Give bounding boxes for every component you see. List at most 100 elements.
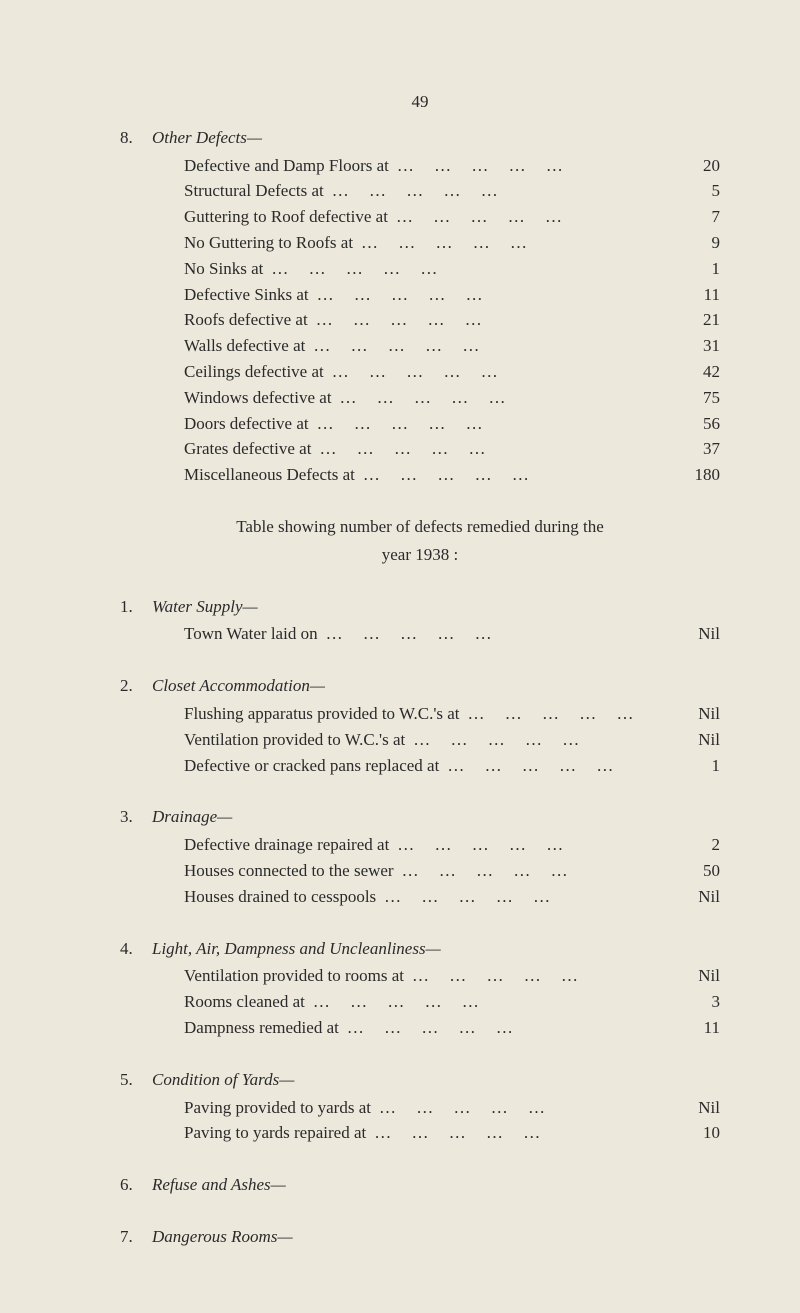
item-value: Nil — [672, 702, 720, 726]
item-row: Town Water laid on… … … … …Nil — [184, 622, 720, 646]
section-header: 3.Drainage— — [120, 805, 720, 829]
dotted-leader: … … … … … — [263, 257, 672, 281]
dotted-leader: … … … … … — [332, 386, 672, 410]
section-header: 7.Dangerous Rooms— — [120, 1225, 720, 1249]
item-label: Paving provided to yards at — [184, 1096, 371, 1120]
item-row: Paving to yards repaired at… … … … …10 — [184, 1121, 720, 1145]
item-row: Houses drained to cesspools… … … … …Nil — [184, 885, 720, 909]
item-label: Defective drainage repaired at — [184, 833, 389, 857]
item-label: Defective or cracked pans replaced at — [184, 754, 439, 778]
item-row: Grates defective at… … … … …37 — [184, 437, 720, 461]
item-value: Nil — [672, 622, 720, 646]
section-title: Condition of Yards— — [152, 1068, 294, 1092]
item-label: Flushing apparatus provided to W.C.'s at — [184, 702, 460, 726]
item-label: Ventilation provided to rooms at — [184, 964, 404, 988]
item-row: Dampness remedied at… … … … …11 — [184, 1016, 720, 1040]
item-label: Rooms cleaned at — [184, 990, 305, 1014]
item-label: Defective and Damp Floors at — [184, 154, 389, 178]
dotted-leader: … … … … … — [389, 154, 672, 178]
item-value: 56 — [672, 412, 720, 436]
dotted-leader: … … … … … — [309, 412, 672, 436]
section-number: 1. — [120, 595, 152, 619]
item-row: Roofs defective at… … … … …21 — [184, 308, 720, 332]
item-value: Nil — [672, 885, 720, 909]
section-title: Closet Accommodation— — [152, 674, 325, 698]
item-label: Ventilation provided to W.C.'s at — [184, 728, 405, 752]
section-header-8: 8. Other Defects— — [120, 126, 720, 150]
item-value: 10 — [672, 1121, 720, 1145]
item-value: 11 — [672, 283, 720, 307]
section-number: 4. — [120, 937, 152, 961]
dotted-leader: … … … … … — [309, 283, 672, 307]
section-number: 5. — [120, 1068, 152, 1092]
item-row: Miscellaneous Defects at… … … … …180 — [184, 463, 720, 487]
item-value: 3 — [672, 990, 720, 1014]
item-label: Grates defective at — [184, 437, 311, 461]
item-row: Walls defective at… … … … …31 — [184, 334, 720, 358]
item-label: Houses drained to cesspools — [184, 885, 376, 909]
dotted-leader: … … … … … — [324, 360, 672, 384]
dotted-leader: … … … … … — [460, 702, 672, 726]
dotted-leader: … … … … … — [311, 437, 672, 461]
item-value: 75 — [672, 386, 720, 410]
item-row: Defective drainage repaired at… … … … …2 — [184, 833, 720, 857]
item-row: Paving provided to yards at… … … … …Nil — [184, 1096, 720, 1120]
item-row: Defective Sinks at… … … … …11 — [184, 283, 720, 307]
dotted-leader: … … … … … — [305, 334, 672, 358]
section-number: 3. — [120, 805, 152, 829]
item-row: Defective or cracked pans replaced at… …… — [184, 754, 720, 778]
item-value: 37 — [672, 437, 720, 461]
item-label: Roofs defective at — [184, 308, 308, 332]
dotted-leader: … … … … … — [305, 990, 672, 1014]
item-value: 21 — [672, 308, 720, 332]
item-value: Nil — [672, 964, 720, 988]
item-label: Doors defective at — [184, 412, 309, 436]
item-row: No Guttering to Roofs at… … … … …9 — [184, 231, 720, 255]
item-value: 9 — [672, 231, 720, 255]
item-value: 180 — [672, 463, 720, 487]
dotted-leader: … … … … … — [439, 754, 672, 778]
section-header: 1.Water Supply— — [120, 595, 720, 619]
item-label: Walls defective at — [184, 334, 305, 358]
item-label: Guttering to Roof defective at — [184, 205, 388, 229]
document-page: 49 8. Other Defects— Defective and Damp … — [0, 0, 800, 1313]
item-value: 2 — [672, 833, 720, 857]
dotted-leader: … … … … … — [353, 231, 672, 255]
item-label: Defective Sinks at — [184, 283, 309, 307]
table-intro-line2: year 1938 : — [120, 543, 720, 567]
remedied-sections: 1.Water Supply—Town Water laid on… … … …… — [120, 595, 720, 1249]
section-title: Refuse and Ashes— — [152, 1173, 286, 1197]
section-title: Drainage— — [152, 805, 232, 829]
item-row: Structural Defects at… … … … …5 — [184, 179, 720, 203]
dotted-leader: … … … … … — [389, 833, 672, 857]
item-row: Ventilation provided to W.C.'s at… … … …… — [184, 728, 720, 752]
item-label: No Guttering to Roofs at — [184, 231, 353, 255]
section-title: Light, Air, Dampness and Uncleanliness— — [152, 937, 441, 961]
item-value: 11 — [672, 1016, 720, 1040]
item-row: Doors defective at… … … … …56 — [184, 412, 720, 436]
item-row: Defective and Damp Floors at… … … … …20 — [184, 154, 720, 178]
dotted-leader: … … … … … — [308, 308, 672, 332]
section-header: 5.Condition of Yards— — [120, 1068, 720, 1092]
section-title: Water Supply— — [152, 595, 258, 619]
dotted-leader: … … … … … — [339, 1016, 672, 1040]
item-label: Miscellaneous Defects at — [184, 463, 355, 487]
section-number: 6. — [120, 1173, 152, 1197]
item-value: 50 — [672, 859, 720, 883]
dotted-leader: … … … … … — [404, 964, 672, 988]
item-label: Windows defective at — [184, 386, 332, 410]
item-row: Ventilation provided to rooms at… … … … … — [184, 964, 720, 988]
item-value: 42 — [672, 360, 720, 384]
section-8-items: Defective and Damp Floors at… … … … …20S… — [120, 154, 720, 487]
table-intro-line1: Table showing number of defects remedied… — [120, 515, 720, 539]
dotted-leader: … … … … … — [318, 622, 672, 646]
item-label: Town Water laid on — [184, 622, 318, 646]
dotted-leader: … … … … … — [366, 1121, 672, 1145]
item-value: 1 — [672, 754, 720, 778]
dotted-leader: … … … … … — [355, 463, 672, 487]
dotted-leader: … … … … … — [324, 179, 672, 203]
item-label: Houses connected to the sewer — [184, 859, 394, 883]
item-label: No Sinks at — [184, 257, 263, 281]
page-number: 49 — [120, 90, 720, 114]
item-value: 7 — [672, 205, 720, 229]
